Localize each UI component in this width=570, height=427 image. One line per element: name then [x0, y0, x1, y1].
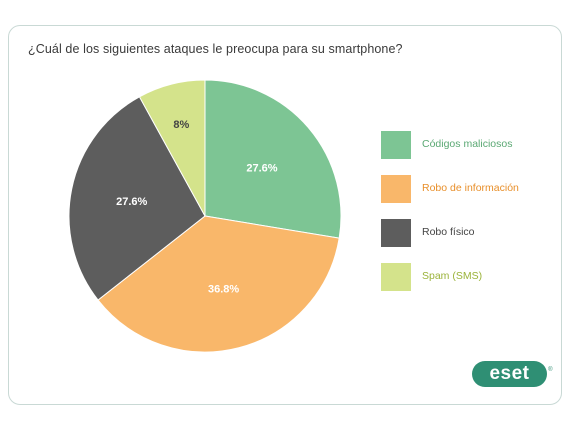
- slice-label: 27.6%: [116, 196, 147, 208]
- trademark-mark: ®: [548, 367, 553, 373]
- pie-slice: [68, 96, 206, 301]
- legend-swatch: [381, 131, 411, 159]
- pie-slice: [97, 215, 340, 353]
- legend-item: Robo físico: [381, 219, 561, 249]
- legend-item: Códigos maliciosos: [381, 131, 561, 161]
- logo-text: eset: [489, 363, 530, 384]
- legend-item: Robo de información: [381, 175, 561, 205]
- legend-swatch: [381, 175, 411, 203]
- eset-logo: eset ®: [472, 361, 553, 387]
- legend-swatch: [381, 263, 411, 291]
- legend-label: Spam (SMS): [422, 270, 483, 282]
- pie-slice: [204, 79, 342, 239]
- pie-slice: [138, 79, 206, 217]
- slice-label: 36.8%: [208, 284, 239, 296]
- chart-title: ¿Cuál de los siguientes ataques le preoc…: [28, 42, 403, 56]
- slice-label: 27.6%: [246, 163, 277, 175]
- legend-label: Robo físico: [422, 226, 475, 238]
- legend-item: Spam (SMS): [381, 263, 561, 293]
- legend-swatch: [381, 219, 411, 247]
- legend-label: Códigos maliciosos: [422, 138, 513, 150]
- legend-label: Robo de información: [422, 182, 519, 194]
- slice-label: 8%: [173, 119, 189, 131]
